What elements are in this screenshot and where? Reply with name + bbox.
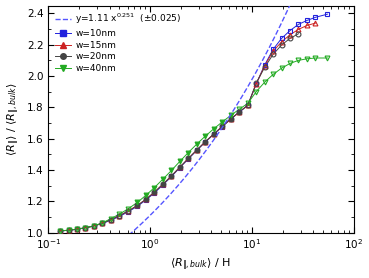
Y-axis label: $\langle R_{\|} \rangle$ / $\langle R_{\|,bulk} \rangle$: $\langle R_{\|} \rangle$ / $\langle R_{\… <box>6 82 21 156</box>
X-axis label: $\langle R_{\|,bulk} \rangle$ / H: $\langle R_{\|,bulk} \rangle$ / H <box>170 257 232 272</box>
Legend: y=1.11 x$^{0.251}$  ($\pm$0.025), w=10nm, w=15nm, w=20nm, w=40nm: y=1.11 x$^{0.251}$ ($\pm$0.025), w=10nm,… <box>52 9 184 76</box>
